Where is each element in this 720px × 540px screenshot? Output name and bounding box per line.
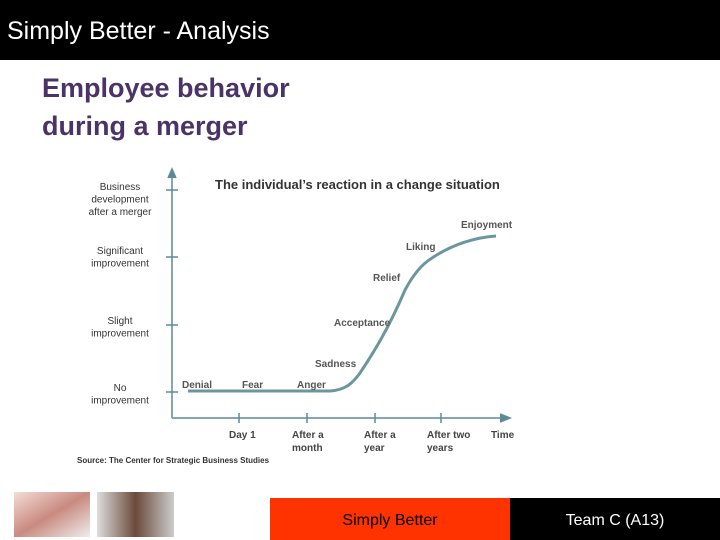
photo <box>14 492 90 537</box>
y-label: Slight <box>107 316 132 327</box>
y-label: after a merger <box>89 207 152 218</box>
x-label: After a <box>292 430 324 441</box>
axes <box>166 167 513 423</box>
header-title: Simply Better - Analysis <box>7 17 270 45</box>
stage-label: Sadness <box>315 359 357 370</box>
x-label: Day 1 <box>229 430 256 441</box>
y-label: No <box>114 383 127 394</box>
y-label: development <box>91 195 148 206</box>
footer-right-box <box>510 498 720 540</box>
stage-label: Acceptance <box>334 318 391 329</box>
footer-right: Team C (A13) <box>566 512 665 529</box>
stage-label: Fear <box>242 380 263 391</box>
footer-center: Simply Better <box>342 512 438 529</box>
slide-heading: Employee behavior <box>42 73 290 103</box>
y-label: improvement <box>91 259 149 270</box>
x-label: years <box>427 443 454 454</box>
stage-label: Liking <box>406 242 435 253</box>
stage-label: Anger <box>297 380 326 391</box>
x-label: After a <box>364 430 396 441</box>
x-label: month <box>292 443 323 454</box>
diagram-title: The individual’s reaction in a change si… <box>215 177 500 192</box>
stage-label: Enjoyment <box>461 220 513 231</box>
stage-label: Relief <box>373 273 401 284</box>
slide-heading: during a merger <box>42 111 248 141</box>
y-label: improvement <box>91 396 149 407</box>
y-label: Significant <box>97 246 143 257</box>
x-label: After two <box>427 430 470 441</box>
footer-center-box <box>270 498 510 540</box>
x-label: Time <box>491 430 515 441</box>
x-label: year <box>364 443 385 454</box>
y-label: Business <box>100 182 141 193</box>
reaction-curve <box>188 234 497 393</box>
header-bar <box>0 0 720 60</box>
stage-label: Denial <box>182 380 212 391</box>
photo <box>97 492 174 537</box>
y-label: improvement <box>91 329 149 340</box>
source: Source: The Center for Strategic Busines… <box>77 456 270 465</box>
